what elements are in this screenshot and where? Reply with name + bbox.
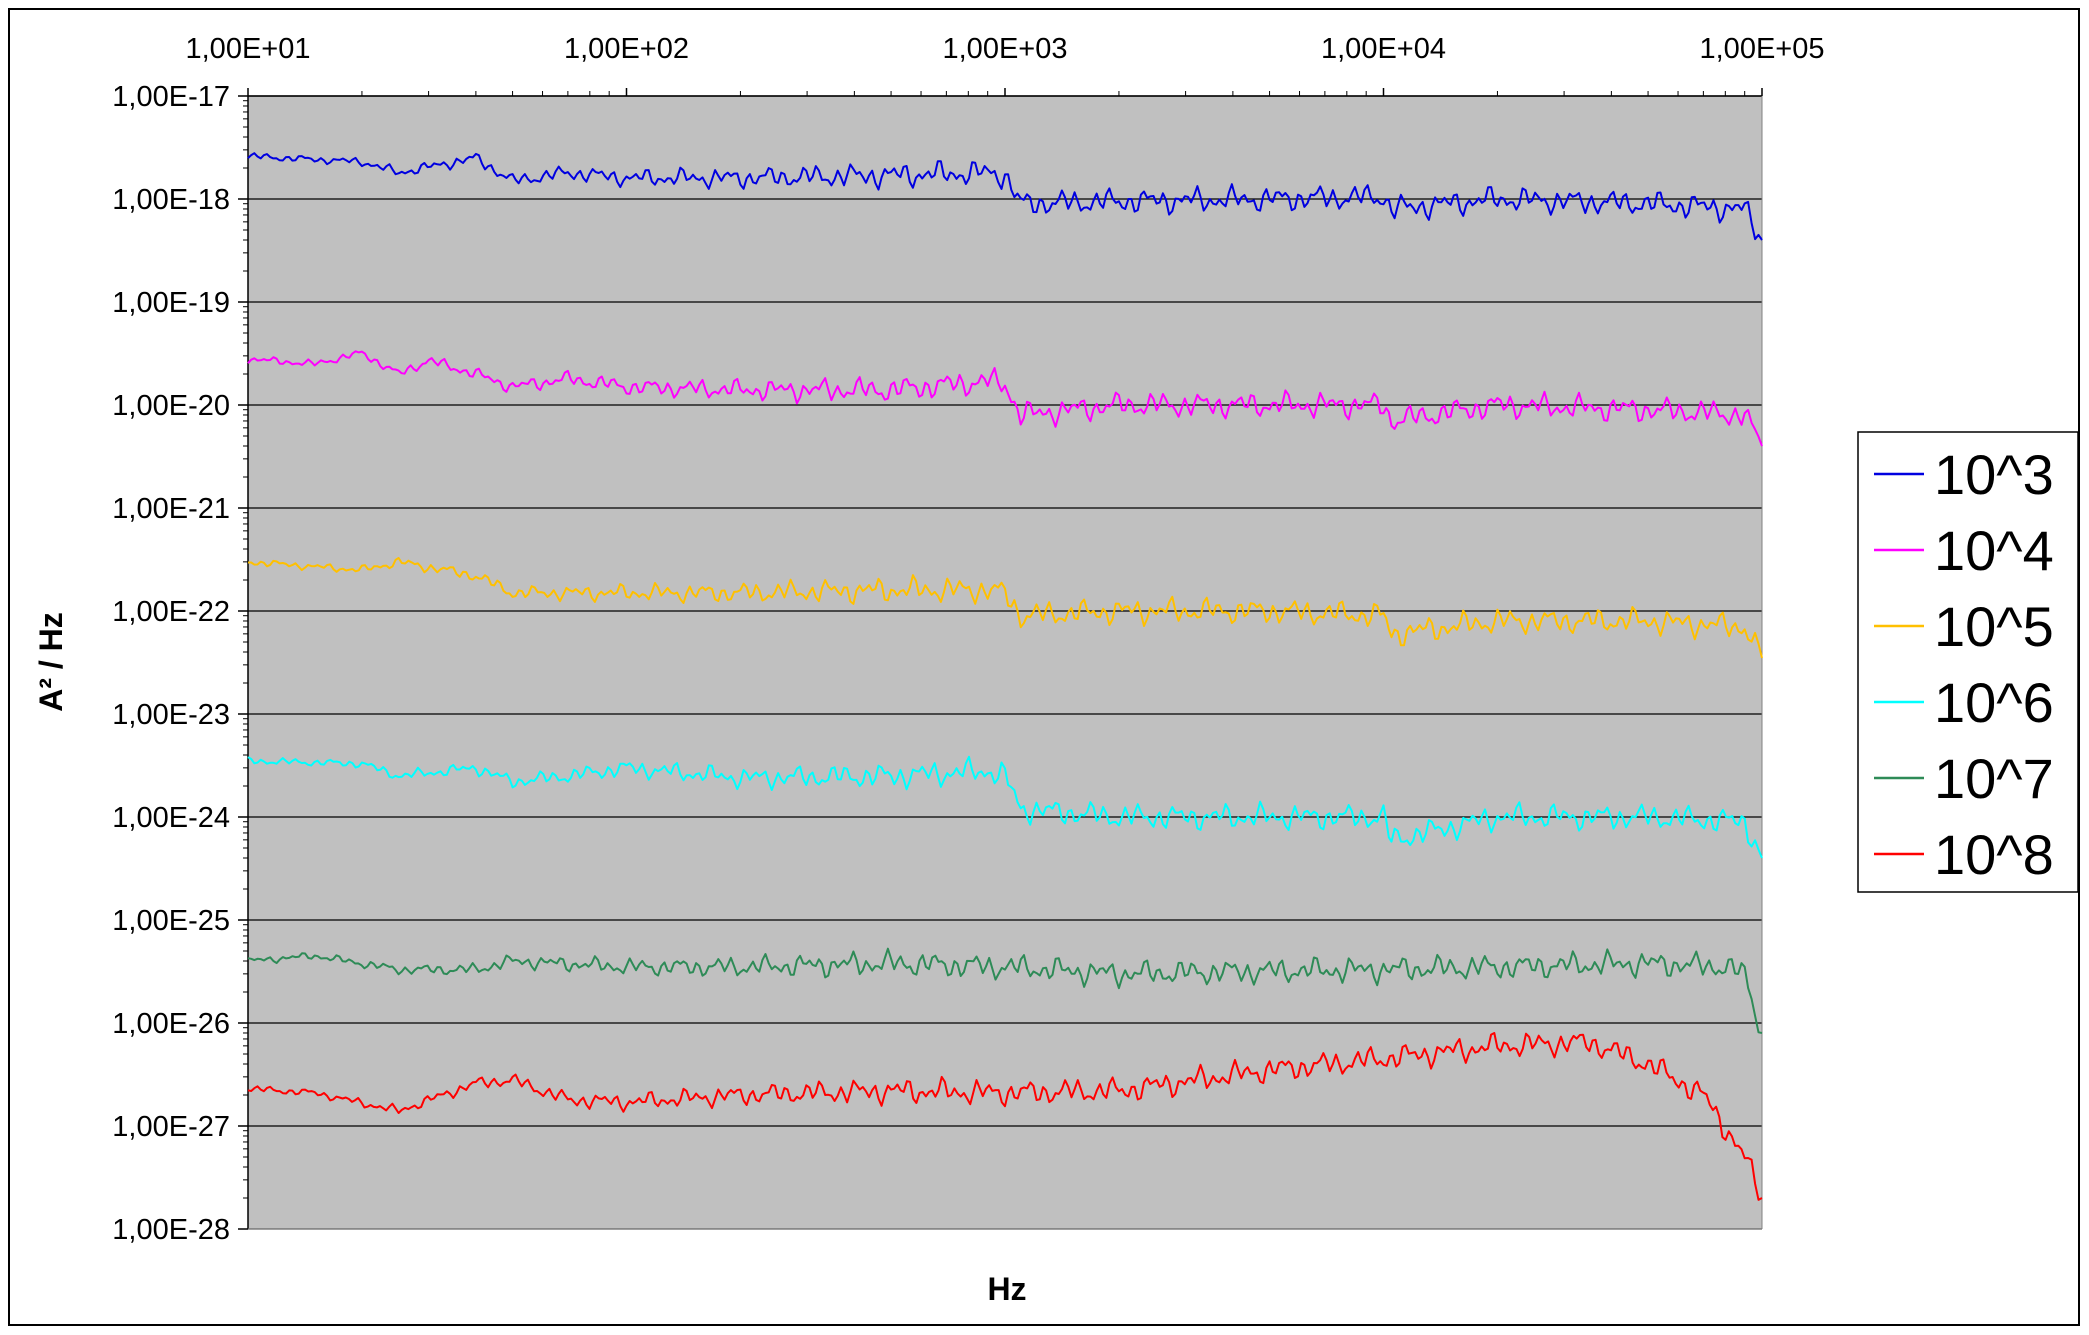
legend-label: 10^8: [1934, 823, 2054, 886]
y-tick-label: 1,00E-18: [112, 184, 230, 216]
series-line: [247, 947, 1763, 1034]
y-tick-label: 1,00E-26: [112, 1008, 230, 1040]
y-tick-label: 1,00E-22: [112, 596, 230, 628]
series-line: [248, 557, 1763, 659]
plot-area: [248, 96, 1762, 1229]
y-tick-label: 1,00E-28: [112, 1214, 230, 1246]
y-tick-label: 1,00E-20: [112, 390, 230, 422]
x-tick-label: 1,00E+02: [564, 33, 689, 65]
legend-label: 10^6: [1934, 671, 2054, 734]
y-tick-label: 1,00E-24: [112, 802, 230, 834]
axes: 1,00E-17 1,00E-18 1,00E-19 1,00E-20 1,00E-21…: [112, 33, 1824, 1246]
y-tick-label: 1,00E-21: [112, 493, 230, 525]
series-line: [247, 350, 1763, 447]
x-axis-title: Hz: [987, 1271, 1026, 1307]
y-tick-label: 1,00E-17: [112, 81, 230, 113]
series-line: [247, 152, 1763, 241]
y-axis-title: A² / Hz: [33, 612, 69, 712]
y-tick-label: 1,00E-27: [112, 1111, 230, 1143]
x-tick-label: 1,00E+01: [186, 33, 311, 65]
series-lines: [247, 152, 1763, 1201]
y-tick-label: 1,00E-23: [112, 699, 230, 731]
x-tick-label: 1,00E+05: [1700, 33, 1825, 65]
series-line: [247, 1032, 1763, 1201]
legend-label: 10^4: [1934, 519, 2054, 582]
legend-label: 10^5: [1934, 595, 2054, 658]
legend: 10^3 10^4 10^5 10^6 10^7 10^8: [1857, 431, 2079, 893]
legend-box: [1857, 431, 2079, 893]
legend-label: 10^7: [1934, 747, 2054, 810]
y-tick-label: 1,00E-19: [112, 287, 230, 319]
y-tick-label: 1,00E-25: [112, 905, 230, 937]
x-tick-label: 1,00E+03: [943, 33, 1068, 65]
x-tick-label: 1,00E+04: [1321, 33, 1446, 65]
series-line: [247, 755, 1763, 859]
legend-label: 10^3: [1934, 443, 2054, 506]
